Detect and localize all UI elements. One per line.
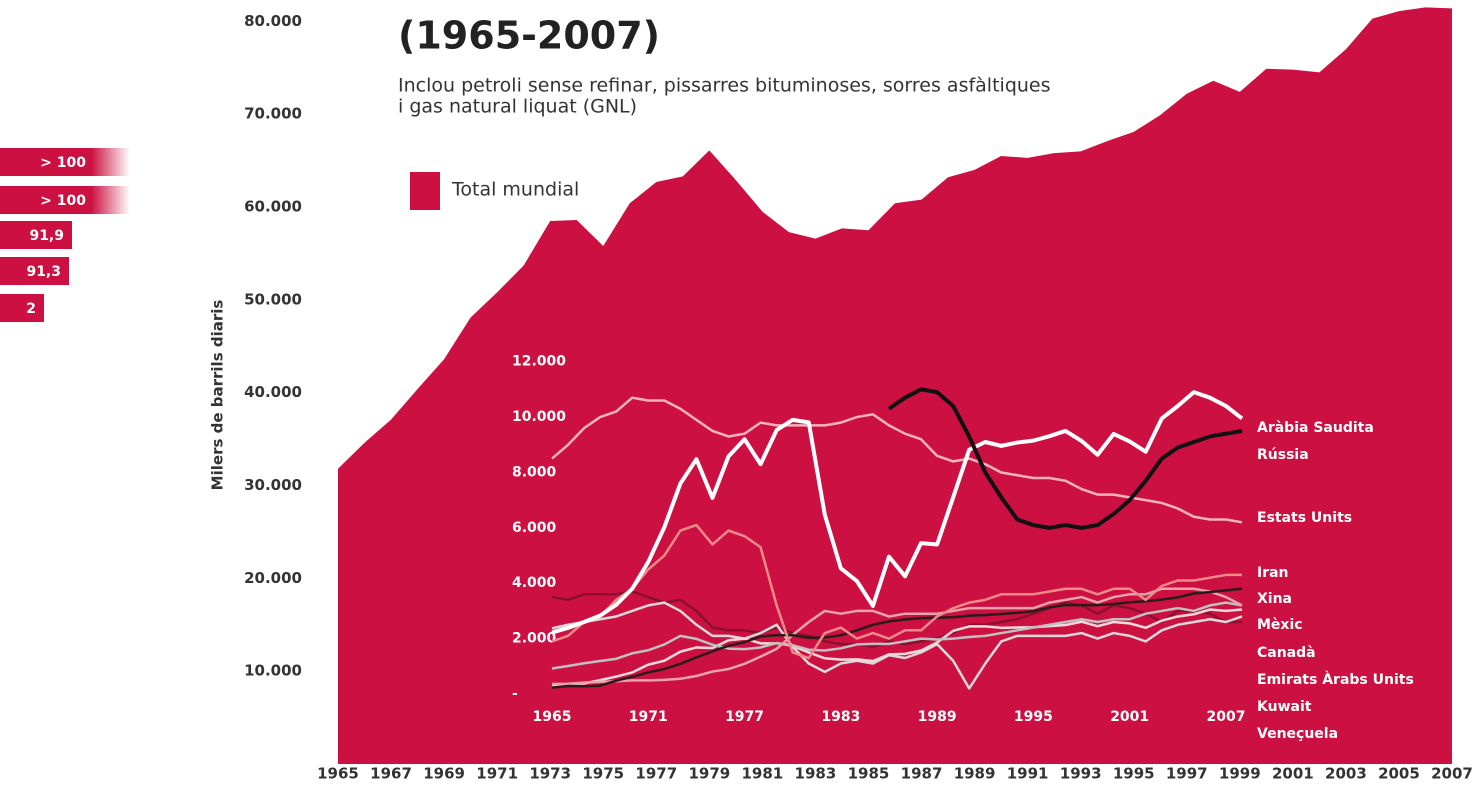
x-tick-label: 1979 bbox=[688, 765, 730, 783]
line bbox=[551, 587, 1243, 689]
line bbox=[887, 387, 1243, 530]
x-tick-label: 1999 bbox=[1219, 765, 1261, 783]
y-tick-label: 4.000 bbox=[512, 575, 557, 591]
x-tick-label: 1989 bbox=[918, 709, 957, 725]
line bbox=[551, 587, 1243, 686]
side-label: > 100 bbox=[40, 155, 86, 171]
x-tick-label: 1965 bbox=[317, 765, 359, 783]
y-tick-label: 80.000 bbox=[244, 12, 302, 30]
x-tick-label: 2003 bbox=[1325, 765, 1367, 783]
area bbox=[338, 7, 1452, 764]
x-tick-label: 1969 bbox=[423, 765, 465, 783]
x-tick-label: 1989 bbox=[954, 765, 996, 783]
y-tick-label: 50.000 bbox=[244, 290, 302, 308]
line bbox=[551, 390, 1244, 635]
series-label: Kuwait bbox=[1257, 699, 1312, 715]
side-bar bbox=[0, 186, 130, 214]
subtitle: i gas natural liquat (GNL) bbox=[398, 96, 637, 118]
y-tick-label: 10.000 bbox=[244, 662, 302, 680]
x-tick-label: 1985 bbox=[848, 765, 890, 783]
x-tick-label: 1981 bbox=[742, 765, 784, 783]
x-tick-label: 1983 bbox=[795, 765, 837, 783]
series-label: Canadà bbox=[1257, 645, 1316, 661]
line bbox=[551, 396, 1243, 524]
side-bar bbox=[0, 221, 72, 249]
series-label: Xina bbox=[1257, 591, 1292, 607]
side-label: 91,3 bbox=[26, 264, 61, 280]
legend-swatch bbox=[410, 172, 440, 210]
side-bar bbox=[0, 257, 69, 285]
x-tick-label: 1967 bbox=[370, 765, 412, 783]
x-tick-label: 1995 bbox=[1113, 765, 1155, 783]
y-axis-label: Milers de barrils diaris bbox=[209, 300, 227, 491]
line bbox=[551, 608, 1243, 688]
series-label: Veneçuela bbox=[1257, 726, 1338, 742]
x-tick-label: 1993 bbox=[1060, 765, 1102, 783]
x-tick-label: 1991 bbox=[1007, 765, 1049, 783]
y-tick-label: 30.000 bbox=[244, 476, 302, 494]
area-layer bbox=[338, 7, 1452, 764]
x-tick-label: 1975 bbox=[582, 765, 624, 783]
series-label: Iran bbox=[1257, 565, 1289, 581]
y-tick-label: - bbox=[512, 686, 518, 702]
x-tick-label: 1987 bbox=[901, 765, 943, 783]
line bbox=[551, 523, 1242, 660]
x-tick-label: 1971 bbox=[629, 709, 668, 725]
y-tick-label: 40.000 bbox=[244, 383, 302, 401]
side-bar bbox=[0, 148, 130, 176]
legend-label: Total mundial bbox=[451, 179, 579, 201]
x-tick-label: 1995 bbox=[1014, 709, 1053, 725]
x-tick-label: 1965 bbox=[533, 709, 572, 725]
line bbox=[551, 601, 1243, 670]
chart-title: (1965-2007) bbox=[398, 14, 660, 58]
y-tick-label: 12.000 bbox=[512, 354, 566, 370]
x-tick-label: 2001 bbox=[1272, 765, 1314, 783]
series-label: Aràbia Saudita bbox=[1257, 420, 1374, 436]
y-tick-label: 20.000 bbox=[244, 569, 302, 587]
x-tick-label: 2007 bbox=[1206, 709, 1245, 725]
subtitle: Inclou petroli sense refinar, pissarres … bbox=[398, 75, 1051, 97]
x-tick-label: 2007 bbox=[1431, 765, 1473, 783]
series-label: Estats Units bbox=[1257, 510, 1352, 526]
x-tick-label: 1977 bbox=[725, 709, 764, 725]
side-label: 91,9 bbox=[29, 228, 64, 244]
x-tick-label: 1973 bbox=[529, 765, 571, 783]
side-label: > 100 bbox=[40, 193, 86, 209]
y-tick-label: 2.000 bbox=[512, 631, 557, 647]
x-tick-label: 1983 bbox=[821, 709, 860, 725]
side-label: 2 bbox=[26, 301, 36, 317]
x-tick-label: 2001 bbox=[1110, 709, 1149, 725]
series-label: Rússia bbox=[1257, 447, 1309, 463]
y-tick-label: 6.000 bbox=[512, 520, 557, 536]
line bbox=[551, 601, 1243, 690]
x-tick-label: 1971 bbox=[476, 765, 518, 783]
series-label: Mèxic bbox=[1257, 617, 1303, 633]
y-tick-label: 10.000 bbox=[512, 409, 566, 425]
y-tick-label: 70.000 bbox=[244, 105, 302, 123]
side-bar bbox=[0, 294, 44, 322]
x-tick-label: 1977 bbox=[635, 765, 677, 783]
x-tick-label: 1997 bbox=[1166, 765, 1208, 783]
y-tick-label: 60.000 bbox=[244, 198, 302, 216]
y-tick-label: 8.000 bbox=[512, 464, 557, 480]
x-tick-label: 2005 bbox=[1378, 765, 1420, 783]
series-label: Emirats Àrabs Units bbox=[1257, 671, 1414, 688]
